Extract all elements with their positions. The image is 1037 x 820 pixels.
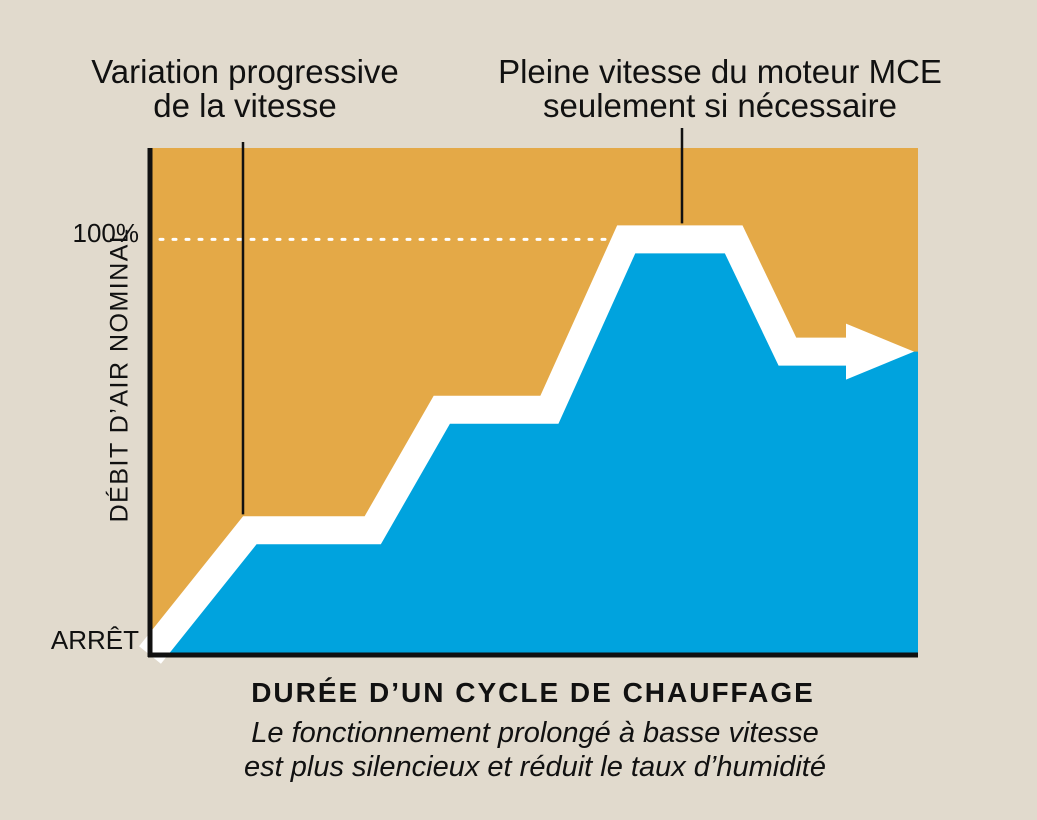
arrow-head-icon xyxy=(846,323,914,380)
airflow-area xyxy=(150,239,918,655)
x-axis-label: DURÉE D’UN CYCLE DE CHAUFFAGE xyxy=(251,677,815,708)
annotation-left-line2: de la vitesse xyxy=(153,87,337,124)
y-tick-label-100: 100% xyxy=(72,218,140,248)
annotation-full-speed: Pleine vitesse du moteur MCE seulement s… xyxy=(430,55,1010,123)
annotation-right-line2: seulement si nécessaire xyxy=(542,87,897,124)
y-axis-label: DÉBIT D’AIR NOMINAL xyxy=(105,227,134,523)
chart-caption: Le fonctionnement prolongé à basse vites… xyxy=(100,716,970,784)
annotation-progressive-speed: Variation progressive de la vitesse xyxy=(40,55,450,123)
annotation-right-line1: Pleine vitesse du moteur MCE xyxy=(498,53,942,90)
airflow-step-line xyxy=(139,225,848,664)
caption-line1: Le fonctionnement prolongé à basse vites… xyxy=(251,717,819,749)
caption-line2: est plus silencieux et réduit le taux d’… xyxy=(244,751,826,783)
y-tick-label-off: ARRÊT xyxy=(50,625,139,655)
annotation-left-line1: Variation progressive xyxy=(91,53,399,90)
